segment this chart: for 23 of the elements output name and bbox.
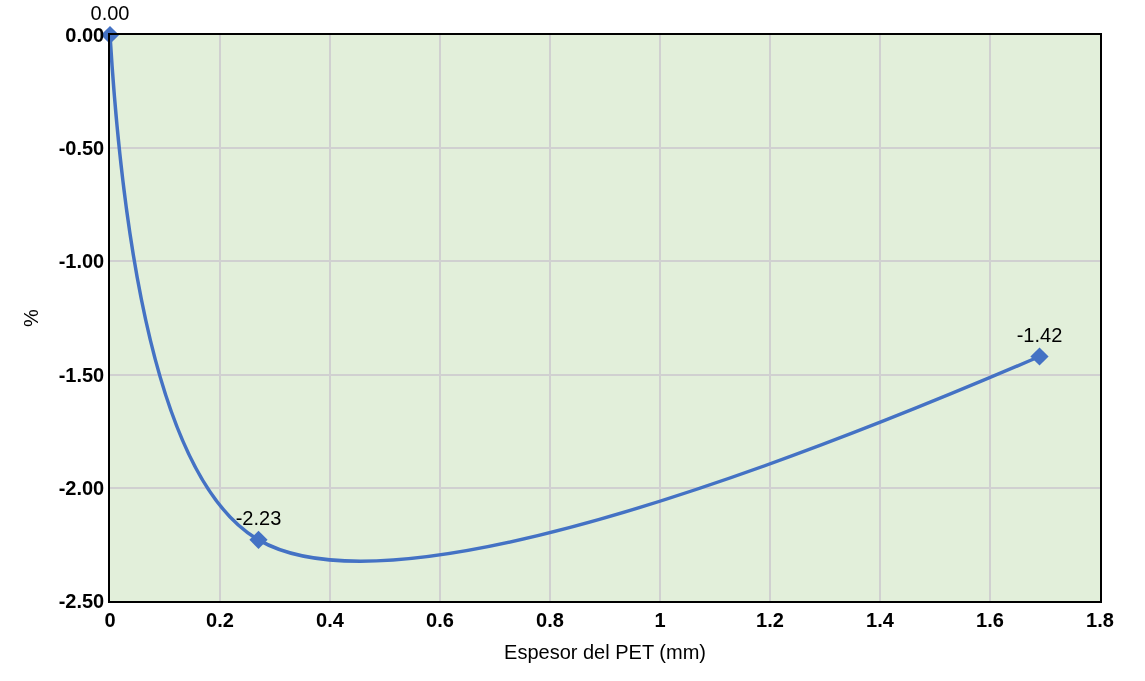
x-tick-label: 1.2 bbox=[756, 608, 784, 631]
x-tick-label: 0.2 bbox=[206, 608, 234, 631]
x-tick-label: 1 bbox=[654, 608, 666, 631]
y-tick-label: -0.50 bbox=[58, 137, 105, 160]
x-tick-label: 0.6 bbox=[426, 608, 454, 631]
y-tick-label: -1.00 bbox=[58, 250, 105, 273]
y-tick-label: -2.50 bbox=[58, 590, 105, 612]
y-tick-label: -2.00 bbox=[58, 476, 105, 499]
x-tick-label: 0.4 bbox=[316, 608, 345, 631]
data-label: -2.23 bbox=[235, 507, 282, 530]
x-tick-label: 0.8 bbox=[536, 608, 564, 631]
x-tick-label: 1.8 bbox=[1086, 608, 1114, 631]
point bbox=[249, 530, 268, 549]
y-tick-label: -1.50 bbox=[58, 363, 105, 386]
y-tick-label: 0.00 bbox=[65, 24, 105, 46]
x-tick-label: 1.6 bbox=[976, 608, 1004, 631]
x-tick-label: 1.4 bbox=[866, 608, 895, 631]
y-axis-title: % bbox=[19, 308, 42, 327]
point bbox=[1030, 347, 1049, 366]
x-axis-title: Espesor del PET (mm) bbox=[504, 640, 706, 663]
x-tick-label: 0 bbox=[104, 608, 116, 631]
data-label: 0.00 bbox=[90, 2, 130, 25]
data-label: -1.42 bbox=[1016, 323, 1063, 346]
